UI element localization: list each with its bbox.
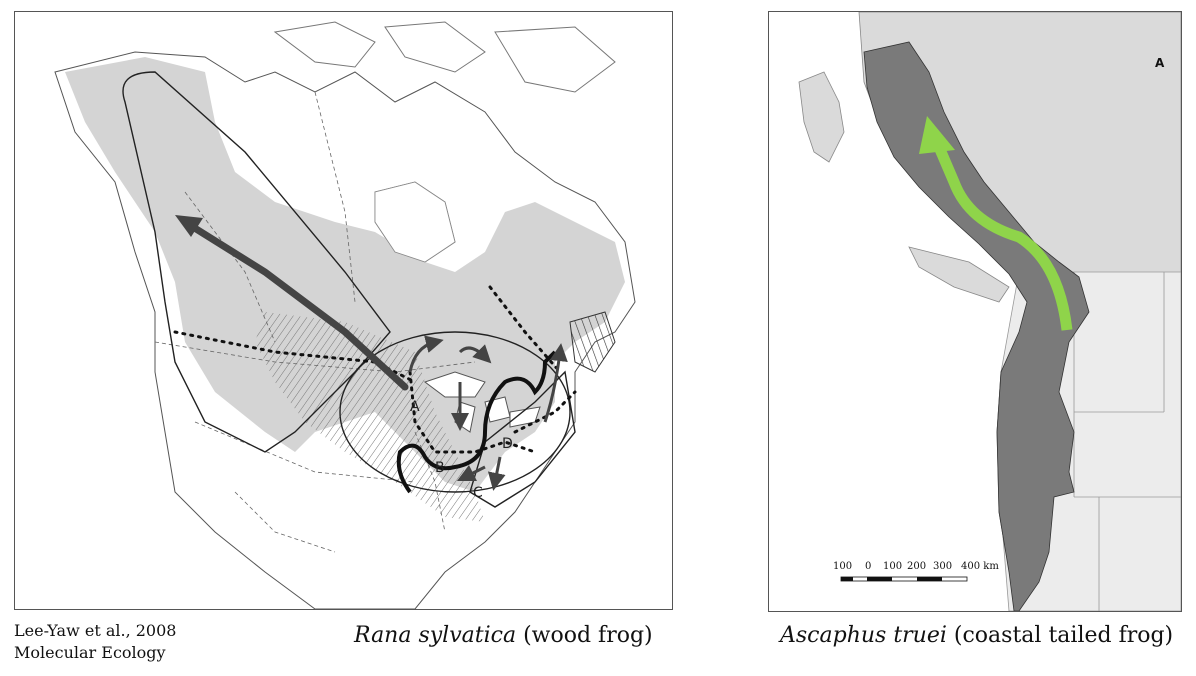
tailed-frog-range — [863, 41, 1090, 611]
wood-frog-range-map: A B C D — [14, 11, 673, 610]
wood-frog-caption: Rana sylvatica (wood frog) — [354, 623, 653, 648]
citation-line2: Molecular Ecology — [14, 643, 166, 662]
north-arrow-icon: A — [1155, 56, 1165, 70]
citation: Lee-Yaw et al., 2008 Molecular Ecology — [14, 620, 176, 664]
wood-frog-species-name: Rana sylvatica — [354, 623, 517, 648]
scale-label-300: 300 — [933, 561, 952, 572]
arctic-islands — [273, 21, 616, 93]
tailed-frog-range-map: A 100 0 100 200 300 400 km — [768, 11, 1182, 612]
wood-frog-common-name: (wood frog) — [523, 623, 653, 648]
tailed-frog-species-name: Ascaphus truei — [780, 623, 947, 648]
dispersal-arrow-northwest — [181, 218, 409, 391]
scale-label-200: 200 — [907, 561, 926, 572]
site-label-a: A — [410, 399, 420, 415]
site-label-c: C — [473, 485, 483, 501]
scale-label-100b: 100 — [883, 561, 902, 572]
tailed-frog-map-svg: A 100 0 100 200 300 400 km — [769, 12, 1181, 611]
state-borders — [1073, 272, 1181, 611]
tailed-frog-caption: Ascaphus truei (coastal tailed frog) — [780, 623, 1173, 648]
hatched-southern-area — [255, 312, 485, 522]
green-arrowhead — [919, 116, 955, 154]
dispersal-arrows — [408, 335, 568, 491]
site-label-d: D — [502, 436, 513, 452]
clade-envelopes — [122, 71, 576, 508]
wood-frog-map-svg: A B C D — [54, 21, 636, 609]
contact-zone-line — [396, 350, 557, 494]
hatched-eastern-patch — [569, 311, 616, 373]
scale-label-400km: 400 km — [961, 561, 999, 572]
citation-line1: Lee-Yaw et al., 2008 — [14, 621, 177, 640]
dotted-boundaries — [173, 285, 577, 454]
scale-bar: 100 0 100 200 300 400 km — [833, 561, 999, 582]
vancouver-island — [908, 246, 1010, 303]
dispersal-arrow-north — [933, 144, 1073, 331]
site-label-b: B — [435, 460, 445, 476]
scale-label-100a: 100 — [833, 561, 852, 572]
wood-frog-range — [65, 57, 625, 492]
tailed-frog-common-name: (coastal tailed frog) — [953, 623, 1174, 648]
scale-label-0: 0 — [865, 561, 871, 572]
haida-gwaii — [798, 71, 845, 163]
